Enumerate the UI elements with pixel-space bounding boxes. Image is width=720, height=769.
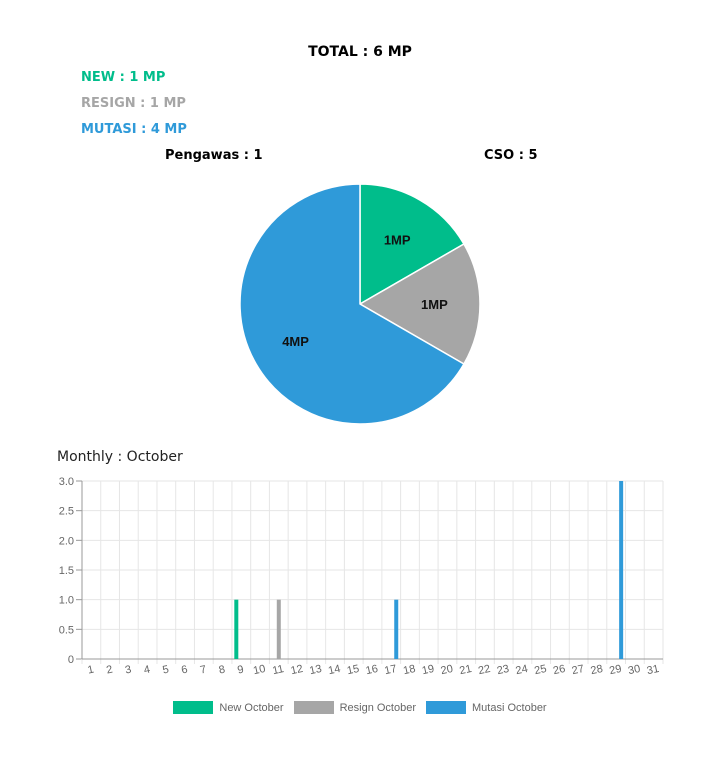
- x-tick-label: 28: [590, 663, 604, 677]
- x-tick-label: 1: [87, 664, 95, 677]
- legend-label-mutasi: Mutasi October: [472, 701, 547, 714]
- x-tick-label: 14: [327, 663, 341, 677]
- y-tick-label: 1.5: [59, 565, 74, 577]
- pie-slice-label-1: 1MP: [421, 297, 448, 312]
- x-tick-label: 20: [440, 663, 454, 677]
- y-tick-label: 0.5: [59, 624, 74, 636]
- x-tick-label: 23: [496, 663, 510, 677]
- x-tick-label: 19: [421, 663, 435, 677]
- y-tick-label: 2.0: [59, 535, 74, 547]
- x-tick-label: 10: [252, 663, 266, 677]
- bar-resign-october-11[interactable]: [276, 599, 281, 659]
- legend-swatch-new: [173, 701, 214, 714]
- x-tick-label: 12: [290, 663, 304, 677]
- x-tick-label: 24: [515, 663, 529, 677]
- x-tick-label: 16: [365, 663, 379, 677]
- legend-label-resign: Resign October: [339, 701, 417, 714]
- legend-swatch-resign: [293, 701, 334, 714]
- pie-slice-1[interactable]: [358, 242, 481, 366]
- cso-count-label: CSO : 5: [484, 148, 538, 163]
- x-tick-label: 30: [627, 663, 641, 677]
- bar-chart-legend: New October Resign October Mutasi Octobe…: [0, 701, 720, 714]
- x-tick-label: 15: [346, 663, 360, 677]
- bar-new-october-9[interactable]: [234, 599, 239, 659]
- total-label: TOTAL : 6 MP: [308, 44, 412, 60]
- x-tick-label: 26: [552, 663, 566, 677]
- legend-item-new[interactable]: New October: [173, 701, 284, 714]
- pie-slice-label-2: 4MP: [282, 334, 309, 349]
- pengawas-count-label: Pengawas : 1: [165, 148, 263, 163]
- legend-item-mutasi[interactable]: Mutasi October: [426, 701, 547, 714]
- x-tick-label: 7: [199, 664, 207, 677]
- monthly-bar-chart: 00.51.01.52.02.53.01 2 3 4 5 6 7 8 9 10 11 12 13 14 15…: [59, 476, 664, 677]
- monthly-chart-title: Monthly : October: [57, 449, 183, 465]
- x-tick-label: 21: [458, 663, 472, 677]
- bar-mutasi-october-29[interactable]: [619, 481, 624, 659]
- pie-chart: 1MP 1MP 4MP: [239, 183, 481, 425]
- x-tick-label: 13: [308, 663, 322, 677]
- legend-label-new: New October: [219, 701, 284, 714]
- mutasi-count-label: MUTASI : 4 MP: [81, 122, 187, 137]
- x-tick-label: 6: [180, 664, 188, 677]
- x-tick-label: 11: [271, 663, 285, 677]
- pie-slice-2[interactable]: [239, 183, 465, 425]
- y-tick-label: 3.0: [59, 476, 74, 488]
- pie-slice-0[interactable]: [359, 183, 465, 306]
- x-tick-label: 17: [383, 663, 397, 677]
- x-tick-label: 27: [571, 663, 585, 677]
- x-tick-label: 4: [143, 664, 151, 677]
- bar-mutasi-october-17[interactable]: [394, 599, 399, 659]
- x-tick-label: 22: [477, 663, 491, 677]
- y-tick-label: 2.5: [59, 506, 74, 518]
- x-tick-label: 25: [533, 663, 547, 677]
- y-tick-label: 0: [68, 654, 74, 666]
- x-tick-label: 9: [236, 664, 244, 677]
- x-tick-label: 29: [608, 663, 622, 677]
- legend-item-resign[interactable]: Resign October: [293, 701, 417, 714]
- new-count-label: NEW : 1 MP: [81, 70, 166, 85]
- x-tick-label: 8: [218, 664, 226, 677]
- pie-slice-label-0: 1MP: [384, 233, 411, 248]
- x-tick-label: 18: [402, 663, 416, 677]
- legend-swatch-mutasi: [426, 701, 467, 714]
- x-tick-label: 5: [161, 664, 169, 677]
- resign-count-label: RESIGN : 1 MP: [81, 96, 186, 111]
- x-tick-label: 3: [124, 664, 132, 677]
- x-tick-label: 2: [105, 664, 113, 677]
- y-tick-label: 1.0: [59, 595, 74, 607]
- x-tick-label: 31: [646, 663, 660, 677]
